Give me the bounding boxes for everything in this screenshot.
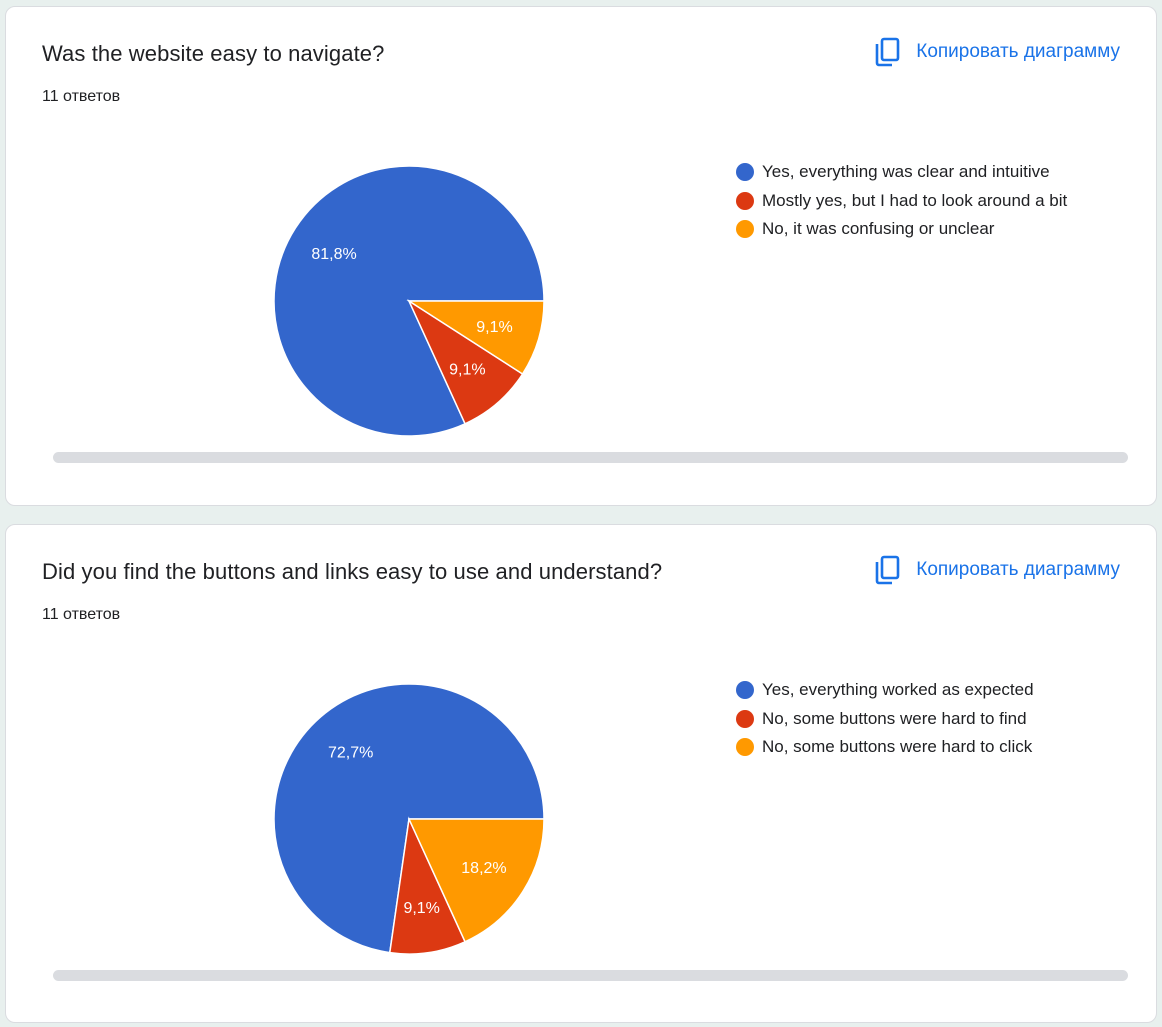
legend-item: No, some buttons were hard to find (736, 705, 1034, 734)
legend-label: Mostly yes, but I had to look around a b… (762, 190, 1068, 210)
slice-label: 9,1% (449, 361, 485, 378)
chart-legend: Yes, everything was clear and intuitive … (736, 158, 1067, 244)
pie-slice[interactable] (407, 818, 545, 943)
question-card: Was the website easy to navigate? 11 отв… (5, 6, 1157, 506)
legend-item: No, some buttons were hard to click (736, 733, 1034, 762)
copy-chart-button[interactable]: Копировать диаграмму (874, 37, 1120, 67)
slice-label: 9,1% (476, 319, 512, 336)
legend-label: No, it was confusing or unclear (762, 219, 995, 239)
copy-chart-label: Копировать диаграмму (916, 41, 1120, 62)
slice-label: 9,1% (403, 900, 439, 917)
legend-marker (736, 681, 754, 700)
legend-item: Mostly yes, but I had to look around a b… (736, 187, 1067, 216)
pie-chart: 72,7% 9,1% 18,2% (273, 683, 545, 955)
copy-icon (874, 37, 900, 67)
legend-label: Yes, everything worked as expected (762, 680, 1034, 700)
pie-chart: 81,8% 9,1% 9,1% (273, 165, 545, 437)
slice-label: 81,8% (311, 246, 356, 263)
copy-chart-button[interactable]: Копировать диаграмму (874, 555, 1120, 585)
copy-icon (874, 555, 900, 585)
legend-item: Yes, everything was clear and intuitive (736, 158, 1067, 187)
legend-label: No, some buttons were hard to find (762, 708, 1027, 728)
question-card: Did you find the buttons and links easy … (5, 524, 1157, 1023)
question-title: Was the website easy to navigate? (42, 41, 385, 66)
horizontal-scrollbar[interactable] (53, 970, 1128, 981)
legend-label: No, some buttons were hard to click (762, 737, 1033, 757)
slice-label: 18,2% (461, 860, 506, 877)
slice-label: 72,7% (328, 745, 373, 762)
legend-marker (736, 163, 754, 182)
question-title: Did you find the buttons and links easy … (42, 559, 663, 584)
legend-marker (736, 220, 754, 239)
response-count: 11 ответов (42, 606, 121, 623)
copy-chart-label: Копировать диаграмму (916, 559, 1120, 580)
legend-label: Yes, everything was clear and intuitive (762, 162, 1050, 182)
chart-legend: Yes, everything worked as expected No, s… (736, 676, 1034, 762)
legend-marker (736, 191, 754, 210)
horizontal-scrollbar[interactable] (53, 452, 1128, 463)
legend-item: Yes, everything worked as expected (736, 676, 1034, 705)
response-count: 11 ответов (42, 88, 121, 105)
pie-slice[interactable] (406, 300, 545, 376)
legend-marker (736, 709, 754, 728)
legend-marker (736, 738, 754, 757)
legend-item: No, it was confusing or unclear (736, 215, 1067, 244)
